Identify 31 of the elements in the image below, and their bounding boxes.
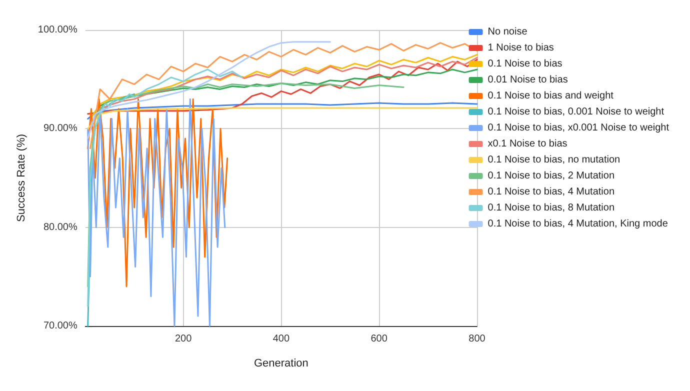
legend-label: No noise — [488, 26, 528, 38]
x-axis-title: Generation — [254, 358, 308, 370]
legend-label: 0.1 Noise to bias, 8 Mutation — [488, 202, 615, 214]
legend-label: 0.1 Noise to bias — [488, 58, 562, 70]
legend-label: 0.1 Noise to bias and weight — [488, 90, 614, 102]
line-series — [87, 98, 226, 327]
line-series — [87, 107, 478, 130]
x-tick-label: 600 — [370, 334, 388, 344]
line-series — [90, 56, 478, 130]
line-series — [87, 68, 243, 308]
legend-label: 0.01 Noise to bias — [488, 74, 568, 86]
legend-label: x0.1 Noise to bias — [488, 138, 568, 150]
y-tick-label: 100.00% — [38, 24, 78, 36]
x-tick-label: 400 — [272, 334, 290, 344]
line-series — [87, 41, 331, 140]
legend-label: 0.1 Noise to bias, 4 Mutation — [488, 186, 615, 198]
y-tick-label: 70.00% — [43, 320, 78, 332]
legend-label: 1 Noise to bias — [488, 42, 554, 54]
x-tick-label: 800 — [468, 334, 486, 344]
line-series — [87, 102, 478, 120]
legend-label: 0.1 Noise to bias, 4 Mutation, King mode — [488, 218, 668, 230]
legend-label: 0.1 Noise to bias, 0.001 Noise to weight — [488, 106, 664, 118]
line-series — [87, 98, 228, 288]
legend-label: 0.1 Noise to bias, x0.001 Noise to weight — [488, 122, 670, 134]
y-axis-title: Success Rate (%) — [16, 134, 28, 222]
y-tick-label: 90.00% — [43, 123, 78, 134]
y-tick-label: 80.00% — [43, 222, 78, 233]
x-tick-label: 200 — [174, 334, 192, 344]
line-series — [87, 82, 404, 288]
legend-label: 0.1 Noise to bias, no mutation — [488, 154, 620, 166]
legend-label: 0.1 Noise to bias, 2 Mutation — [488, 170, 615, 182]
